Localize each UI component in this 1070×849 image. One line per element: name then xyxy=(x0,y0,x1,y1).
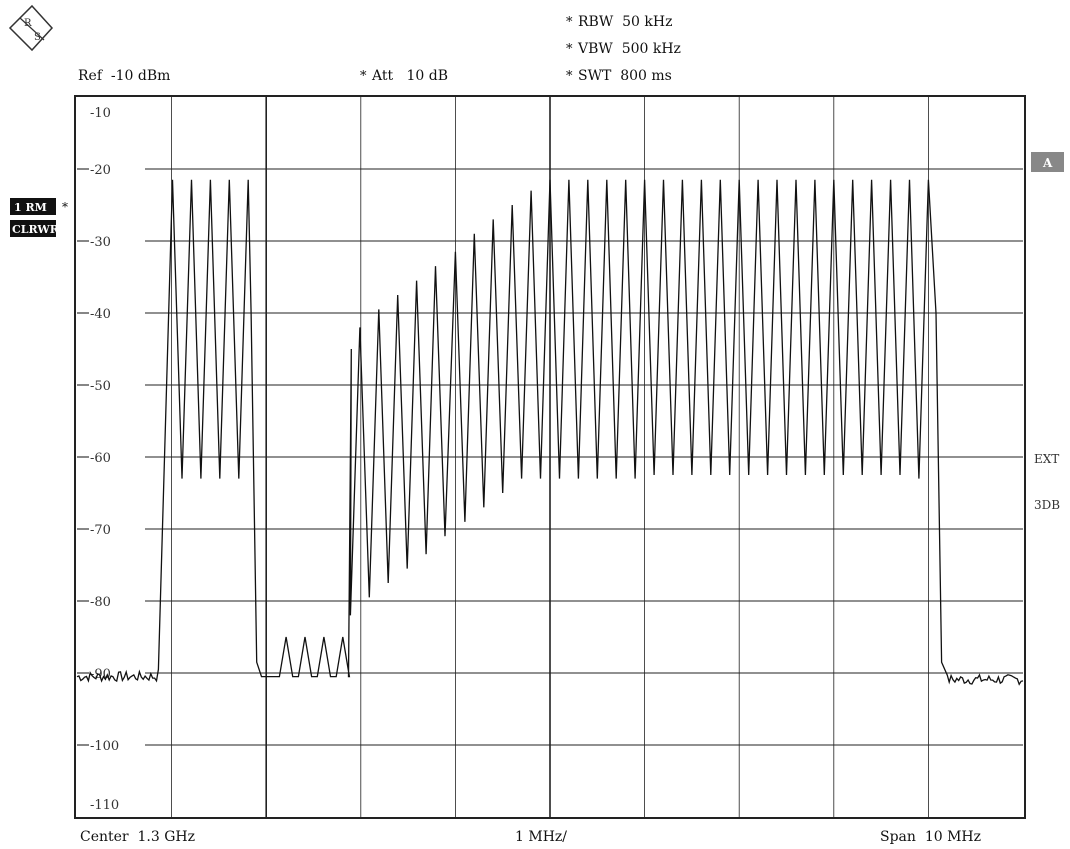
trace-mode-badge xyxy=(10,198,56,215)
trace-a-badge xyxy=(1031,152,1064,172)
svg-text:R: R xyxy=(24,18,32,29)
center-frequency-label: Center 1.3 GHz xyxy=(80,829,195,845)
trace-a-label: A xyxy=(1042,156,1053,170)
ext-trigger-label: EXT xyxy=(1034,452,1059,466)
plot-frame xyxy=(74,95,1026,819)
y-tick-label: -70 xyxy=(90,523,111,538)
rohde-schwarz-logo: R S xyxy=(8,4,54,52)
per-division-label: 1 MHz/ xyxy=(515,829,567,845)
y-tick-label: -50 xyxy=(90,379,111,394)
y-tick-label: -110 xyxy=(90,798,119,813)
attenuation-label: Att 10 dB xyxy=(371,68,448,84)
trace-mode-label: 1 RM xyxy=(14,201,47,214)
y-tick-label: -80 xyxy=(90,595,111,610)
swt-star: * xyxy=(566,69,573,84)
y-tick-label: -30 xyxy=(90,235,111,250)
vbw-label: VBW 500 kHz xyxy=(577,41,681,57)
ref-level-label: Ref -10 dBm xyxy=(78,68,170,84)
rbw-star: * xyxy=(566,15,573,30)
att-star: * xyxy=(360,69,367,84)
trace-mode-star: * xyxy=(62,200,68,214)
y-tick-label: -60 xyxy=(90,451,111,466)
clear-write-label: CLRWR xyxy=(12,223,60,236)
rbw-label: RBW 50 kHz xyxy=(578,14,672,30)
plot-area: -10-20-30-40-50-60-70-80-90-100-110 xyxy=(74,95,1026,819)
y-tick-label: -10 xyxy=(90,106,111,121)
span-label: Span 10 MHz xyxy=(880,829,981,845)
trace-1 xyxy=(76,179,1024,686)
3db-label: 3DB xyxy=(1034,498,1060,512)
clear-write-badge xyxy=(10,220,56,237)
horizontal-grid xyxy=(77,168,1023,746)
svg-text:S: S xyxy=(34,32,41,43)
y-tick-label: -100 xyxy=(90,739,119,754)
sweep-time-label: SWT 800 ms xyxy=(578,68,672,84)
y-tick-label: -20 xyxy=(90,163,111,178)
y-tick-labels: -10-20-30-40-50-60-70-80-90-100-110 xyxy=(90,106,119,813)
y-tick-label: -40 xyxy=(90,307,111,322)
vbw-star: * xyxy=(566,42,573,57)
